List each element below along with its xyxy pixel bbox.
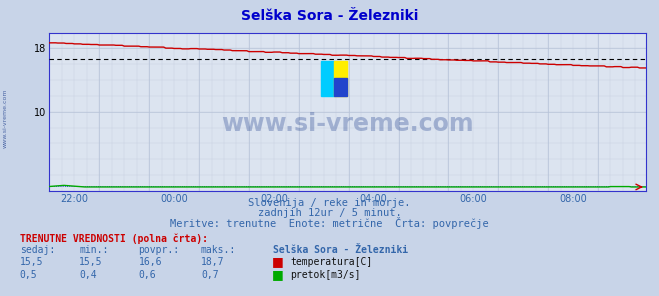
Text: min.:: min.: <box>79 245 109 255</box>
Text: Selška Sora - Železniki: Selška Sora - Železniki <box>273 245 409 255</box>
Text: ■: ■ <box>272 255 283 268</box>
Text: Slovenija / reke in morje.: Slovenija / reke in morje. <box>248 198 411 208</box>
Text: Meritve: trenutne  Enote: metrične  Črta: povprečje: Meritve: trenutne Enote: metrične Črta: … <box>170 218 489 229</box>
Text: sedaj:: sedaj: <box>20 245 55 255</box>
Text: 0,6: 0,6 <box>138 270 156 280</box>
Text: maks.:: maks.: <box>201 245 236 255</box>
Text: 0,4: 0,4 <box>79 270 97 280</box>
Text: temperatura[C]: temperatura[C] <box>290 257 372 267</box>
Text: www.si-vreme.com: www.si-vreme.com <box>221 112 474 136</box>
Text: 0,7: 0,7 <box>201 270 219 280</box>
Text: pretok[m3/s]: pretok[m3/s] <box>290 270 360 280</box>
Text: TRENUTNE VREDNOSTI (polna črta):: TRENUTNE VREDNOSTI (polna črta): <box>20 233 208 244</box>
Text: 15,5: 15,5 <box>20 257 43 267</box>
Text: Selška Sora - Železniki: Selška Sora - Železniki <box>241 9 418 23</box>
Bar <box>334 61 347 96</box>
Text: ■: ■ <box>272 268 283 281</box>
Text: povpr.:: povpr.: <box>138 245 179 255</box>
Text: 15,5: 15,5 <box>79 257 103 267</box>
Bar <box>321 61 334 96</box>
Text: zadnjih 12ur / 5 minut.: zadnjih 12ur / 5 minut. <box>258 208 401 218</box>
Text: 16,6: 16,6 <box>138 257 162 267</box>
Text: www.si-vreme.com: www.si-vreme.com <box>3 89 8 148</box>
Text: 0,5: 0,5 <box>20 270 38 280</box>
Text: 18,7: 18,7 <box>201 257 225 267</box>
Bar <box>334 78 347 96</box>
